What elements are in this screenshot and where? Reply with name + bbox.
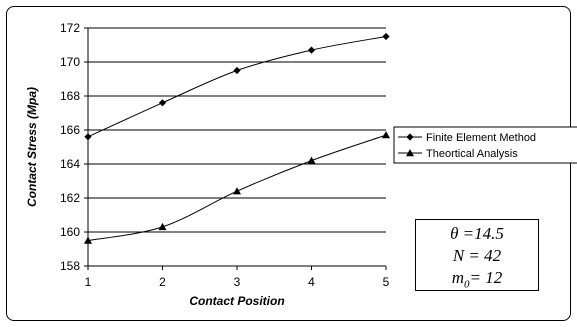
- legend-label: Theortical Analysis: [426, 148, 518, 160]
- parameter-box: θ =14.5 N = 42 m0= 12: [415, 219, 539, 291]
- legend-box: [393, 126, 577, 164]
- x-tick-label: 5: [383, 275, 390, 289]
- x-tick-label: 2: [159, 275, 166, 289]
- data-point-triangle-3: [233, 187, 241, 195]
- y-tick-label: 158: [60, 259, 80, 273]
- legend-label: Finite Element Method: [426, 132, 536, 144]
- legend-marker-diamond: [406, 133, 414, 141]
- y-tick-label: 168: [60, 89, 80, 103]
- data-point-triangle-1: [84, 236, 92, 244]
- data-point-triangle-4: [307, 156, 316, 164]
- x-tick-label: 4: [308, 275, 315, 289]
- y-tick-label: 170: [60, 55, 80, 69]
- data-point-triangle-5: [382, 131, 390, 139]
- y-tick-label: 164: [60, 157, 80, 171]
- y-tick-label: 172: [60, 21, 80, 35]
- data-point-diamond-4: [307, 46, 316, 54]
- x-tick-label: 1: [85, 275, 92, 289]
- data-point-diamond-1: [84, 133, 92, 141]
- data-point-diamond-3: [233, 66, 241, 75]
- data-point-diamond-5: [382, 32, 390, 41]
- y-tick-label: 160: [60, 225, 80, 239]
- y-axis-title: Contact Stress (Mpa): [25, 87, 39, 207]
- x-axis-title: Contact Position: [189, 294, 284, 308]
- data-point-diamond-2: [158, 99, 167, 107]
- theta-param: θ =14.5: [450, 224, 504, 243]
- data-point-triangle-2: [158, 222, 167, 231]
- y-tick-label: 166: [60, 123, 80, 137]
- y-tick-label: 162: [60, 191, 80, 205]
- x-tick-label: 3: [234, 275, 241, 289]
- m0-param: m0= 12: [451, 268, 503, 291]
- n-param: N = 42: [452, 246, 502, 265]
- series-line-0: [87, 36, 387, 138]
- legend-marker-triangle: [406, 149, 414, 157]
